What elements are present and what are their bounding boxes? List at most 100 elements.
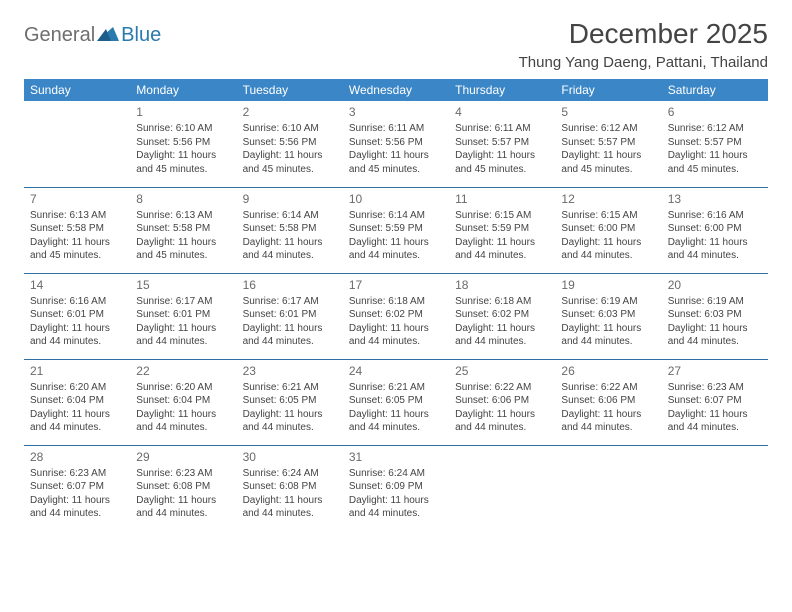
daylight-text: Daylight: 11 hours and 45 minutes. [136, 236, 230, 263]
calendar-cell: 11 Sunrise: 6:15 AMSunset: 5:59 PMDayligh… [449, 187, 555, 273]
day-header: Friday [555, 79, 661, 101]
daylight-text: Daylight: 11 hours and 44 minutes. [668, 236, 762, 263]
daylight-text: Daylight: 11 hours and 44 minutes. [243, 494, 337, 521]
day-number: 29 [136, 449, 230, 465]
sunrise-text: Sunrise: 6:13 AM [136, 209, 230, 223]
daylight-text: Daylight: 11 hours and 44 minutes. [455, 236, 549, 263]
day-number: 18 [455, 277, 549, 293]
calendar-cell: 30Sunrise: 6:24 AMSunset: 6:08 PMDayligh… [237, 445, 343, 531]
daylight-text: Daylight: 11 hours and 44 minutes. [455, 322, 549, 349]
sunrise-text: Sunrise: 6:16 AM [30, 295, 124, 309]
calendar-cell: 27Sunrise: 6:23 AMSunset: 6:07 PMDayligh… [662, 359, 768, 445]
daylight-text: Daylight: 11 hours and 44 minutes. [30, 494, 124, 521]
sunrise-text: Sunrise: 6:22 AM [455, 381, 549, 395]
sunset-text: Sunset: 5:58 PM [136, 222, 230, 236]
daylight-text: Daylight: 11 hours and 44 minutes. [349, 236, 443, 263]
sunset-text: Sunset: 5:57 PM [668, 136, 762, 150]
day-number: 1 [136, 104, 230, 120]
sunrise-text: Sunrise: 6:10 AM [243, 122, 337, 136]
day-number: 4 [455, 104, 549, 120]
calendar-cell: 31Sunrise: 6:24 AMSunset: 6:09 PMDayligh… [343, 445, 449, 531]
daylight-text: Daylight: 11 hours and 44 minutes. [668, 408, 762, 435]
sunset-text: Sunset: 6:09 PM [349, 480, 443, 494]
sunset-text: Sunset: 6:02 PM [349, 308, 443, 322]
sunrise-text: Sunrise: 6:22 AM [561, 381, 655, 395]
day-number: 15 [136, 277, 230, 293]
sunset-text: Sunset: 6:02 PM [455, 308, 549, 322]
sunset-text: Sunset: 5:56 PM [349, 136, 443, 150]
calendar-cell: 15Sunrise: 6:17 AMSunset: 6:01 PMDayligh… [130, 273, 236, 359]
calendar-week-row: 14 Sunrise: 6:16 AM Sunset: 6:01 PM Dayligh… [24, 273, 768, 359]
day-number: 19 [561, 277, 655, 293]
day-header: Sunday [24, 79, 130, 101]
calendar-cell: 5 Sunrise: 6:12 AMSunset: 5:57 PMDaylight… [555, 101, 661, 187]
sunset-text: Sunset: 5:58 PM [243, 222, 337, 236]
sunrise-text: Sunrise: 6:11 AM [349, 122, 443, 136]
sunset-text: Sunset: 6:05 PM [243, 394, 337, 408]
calendar-cell [555, 445, 661, 531]
title-block: December 2025 Thung Yang Daeng, Pattani,… [519, 18, 768, 71]
day-number: 2 [243, 104, 337, 120]
day-number: 14 [30, 277, 124, 293]
daylight-text: Daylight: 11 hours and 44 minutes. [561, 236, 655, 263]
calendar-cell: 9Sunrise: 6:14 AMSunset: 5:58 PMDaylight… [237, 187, 343, 273]
calendar-week-row: 21Sunrise: 6:20 AMSunset: 6:04 PMDayligh… [24, 359, 768, 445]
day-header: Wednesday [343, 79, 449, 101]
sunrise-text: Sunrise: 6:20 AM [30, 381, 124, 395]
day-number: 3 [349, 104, 443, 120]
day-number: 16 [243, 277, 337, 293]
sunset-text: Sunset: 6:01 PM [136, 308, 230, 322]
sunrise-text: Sunrise: 6:24 AM [349, 467, 443, 481]
daylight-text: Daylight: 11 hours and 44 minutes. [243, 408, 337, 435]
day-header: Saturday [662, 79, 768, 101]
calendar-cell: 6Sunrise: 6:12 AMSunset: 5:57 PMDaylight… [662, 101, 768, 187]
day-number: 8 [136, 191, 230, 207]
day-number: 12 [561, 191, 655, 207]
sunrise-text: Sunrise: 6:14 AM [349, 209, 443, 223]
sunrise-text: Sunrise: 6:18 AM [349, 295, 443, 309]
sunset-text: Sunset: 5:56 PM [243, 136, 337, 150]
calendar-cell: 22 Sunrise: 6:20 AMSunset: 6:04 PMDayligh… [130, 359, 236, 445]
day-number: 7 [30, 191, 124, 207]
sunset-text: Sunset: 6:03 PM [668, 308, 762, 322]
sunset-text: Sunset: 6:05 PM [349, 394, 443, 408]
calendar-cell [662, 445, 768, 531]
daylight-text: Daylight: 11 hours and 45 minutes. [30, 236, 124, 263]
sunrise-text: Sunrise: 6:18 AM [455, 295, 549, 309]
day-number: 22 [136, 363, 230, 379]
calendar-cell: 10Sunrise: 6:14 AMSunset: 5:59 PMDayligh… [343, 187, 449, 273]
daylight-text: Daylight: 11 hours and 44 minutes. [349, 322, 443, 349]
daylight-text: Daylight: 11 hours and 45 minutes. [561, 149, 655, 176]
daylight-text: Daylight: 11 hours and 44 minutes. [349, 408, 443, 435]
calendar-cell: 14Sunrise: 6:16 AMSunset: 6:01 PMDayligh… [24, 273, 130, 359]
sunrise-text: Sunrise: 6:12 AM [561, 122, 655, 136]
sunset-text: Sunset: 6:04 PM [136, 394, 230, 408]
sunrise-text: Sunrise: 6:23 AM [668, 381, 762, 395]
brand-logo: General Blue [24, 18, 161, 47]
sunrise-text: Sunrise: 6:20 AM [136, 381, 230, 395]
calendar-cell: 4Sunrise: 6:11 AMSunset: 5:57 PMDaylight… [449, 101, 555, 187]
daylight-text: Daylight: 11 hours and 44 minutes. [136, 408, 230, 435]
calendar-cell: 7Sunrise: 6:13 AMSunset: 5:58 PMDaylight… [24, 187, 130, 273]
daylight-text: Daylight: 11 hours and 44 minutes. [349, 494, 443, 521]
calendar-week-row: 28Sunrise: 6:23 AMSunset: 6:07 PMDayligh… [24, 445, 768, 531]
sunrise-text: Sunrise: 6:24 AM [243, 467, 337, 481]
sunset-text: Sunset: 5:59 PM [455, 222, 549, 236]
sunset-text: Sunset: 6:06 PM [561, 394, 655, 408]
day-number: 10 [349, 191, 443, 207]
day-number: 11 [455, 191, 549, 207]
sunset-text: Sunset: 6:08 PM [136, 480, 230, 494]
calendar-cell: 25Sunrise: 6:22 AMSunset: 6:06 PMDayligh… [449, 359, 555, 445]
calendar-cell: 23Sunrise: 6:21 AMSunset: 6:05 PMDayligh… [237, 359, 343, 445]
day-number: 9 [243, 191, 337, 207]
calendar-cell: 29Sunrise: 6:23 AMSunset: 6:08 PMDayligh… [130, 445, 236, 531]
sunset-text: Sunset: 5:57 PM [561, 136, 655, 150]
brand-mark-icon [97, 25, 119, 46]
day-number: 27 [668, 363, 762, 379]
sunset-text: Sunset: 5:57 PM [455, 136, 549, 150]
brand-blue: Blue [121, 24, 161, 47]
sunrise-text: Sunrise: 6:15 AM [455, 209, 549, 223]
sunset-text: Sunset: 6:08 PM [243, 480, 337, 494]
sunrise-text: Sunrise: 6:19 AM [668, 295, 762, 309]
day-number: 5 [561, 104, 655, 120]
